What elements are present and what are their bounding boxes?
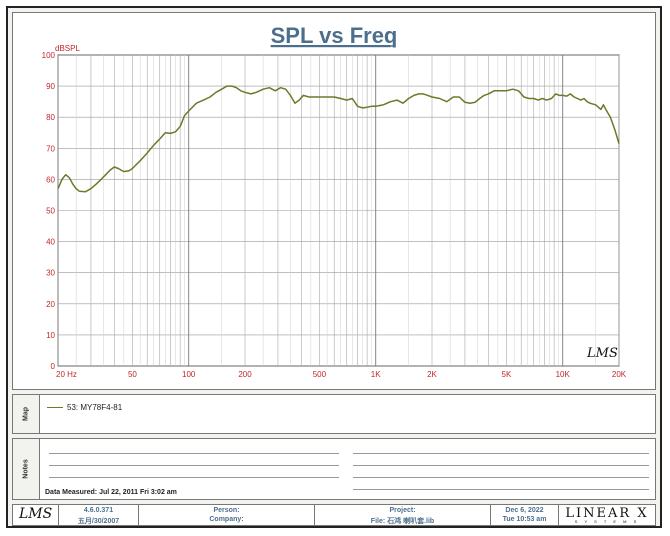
notes-tab-label: Notes: [22, 459, 30, 479]
series-layer: [57, 85, 620, 193]
x-tick-label: 1K: [371, 370, 381, 379]
note-line: [353, 465, 649, 466]
note-line: [49, 465, 339, 466]
y-tick-label: 80: [46, 113, 55, 122]
y-tick-label: 50: [46, 207, 55, 216]
project-label: Project:: [389, 507, 416, 514]
grid: [57, 54, 620, 367]
chart-title: SPL vs Freq: [271, 23, 398, 48]
legend-entry: 53: MY78F4-81: [47, 403, 122, 412]
legend-label: 53: MY78F4-81: [67, 403, 123, 412]
note-line: [353, 489, 649, 490]
note-line: [49, 477, 339, 478]
footer-lms-cell: LMS: [13, 505, 59, 525]
map-tab-label: Map: [22, 407, 30, 421]
linearx-subtitle: S Y S T E M S: [574, 519, 640, 524]
note-line: [49, 453, 339, 454]
y-tick-label: 90: [46, 82, 55, 91]
y-tick-label: 30: [46, 269, 55, 278]
x-tick-label: 200: [238, 370, 252, 379]
notes-tab: Notes: [13, 439, 40, 499]
file-label: File: 石鸿 喇叭套.lib: [370, 518, 435, 525]
report-frame: SPL vs Freq dBSPL 0 10 20 30 40 50 60 70 80 90 100…: [6, 6, 662, 528]
x-tick-label: 50: [128, 370, 137, 379]
y-tick-label: 10: [46, 331, 55, 340]
map-panel: Map 53: MY78F4-81: [12, 394, 656, 434]
tick-labels: 0 10 20 30 40 50 60 70 80 90 100 20 Hz 50 100 200 500 1K…: [42, 51, 627, 379]
y-tick-label: 60: [46, 175, 55, 184]
footer-brand-cell: LINEAR X S Y S T E M S: [559, 505, 655, 525]
notes-panel: Notes Data Measured: Jul 22, 2011 Fri 3:…: [12, 438, 656, 500]
x-tick-label: 5K: [502, 370, 512, 379]
series-line-response: [57, 85, 620, 193]
note-line: [353, 477, 649, 478]
x-tick-label: 20 Hz: [56, 370, 77, 379]
footer-date-cell: Dec 6, 2022 Tue 10:53 am: [491, 505, 559, 525]
footer-bar: LMS 4.6.0.371 五月/30/2007 Person: Company…: [12, 504, 656, 526]
x-tick-label: 10K: [556, 370, 571, 379]
report-time: Tue 10:53 am: [502, 516, 547, 523]
linearx-logo: LINEAR X: [565, 506, 649, 521]
report-date: Dec 6, 2022: [505, 507, 544, 514]
version-number: 4.6.0.371: [83, 507, 114, 514]
person-label: Person:: [213, 507, 240, 514]
footer-version-cell: 4.6.0.371 五月/30/2007: [59, 505, 139, 525]
lms-logo: LMS: [19, 506, 53, 522]
company-label: Company:: [209, 516, 244, 523]
x-tick-label: 500: [313, 370, 327, 379]
footer-project-cell: Project: File: 石鸿 喇叭套.lib: [315, 505, 491, 525]
chart-panel: SPL vs Freq dBSPL 0 10 20 30 40 50 60 70 80 90 100…: [12, 12, 656, 390]
y-tick-label: 20: [46, 300, 55, 309]
x-tick-label: 20K: [612, 370, 627, 379]
version-date: 五月/30/2007: [77, 518, 120, 525]
chart-lms-mark: LMS: [586, 346, 618, 361]
spl-chart: SPL vs Freq dBSPL 0 10 20 30 40 50 60 70 80 90 100…: [42, 23, 627, 379]
y-tick-label: 0: [51, 362, 56, 371]
x-tick-label: 2K: [427, 370, 437, 379]
map-tab: Map: [13, 395, 40, 433]
note-line: [353, 453, 649, 454]
y-axis-label: dBSPL: [55, 44, 80, 53]
y-tick-label: 70: [46, 144, 55, 153]
legend-swatch: [47, 407, 63, 409]
x-tick-label: 100: [182, 370, 196, 379]
y-tick-label: 100: [42, 51, 56, 60]
y-tick-label: 40: [46, 238, 55, 247]
footer-person-cell: Person: Company:: [139, 505, 315, 525]
date-measured: Data Measured: Jul 22, 2011 Fri 3:02 am: [45, 489, 177, 496]
